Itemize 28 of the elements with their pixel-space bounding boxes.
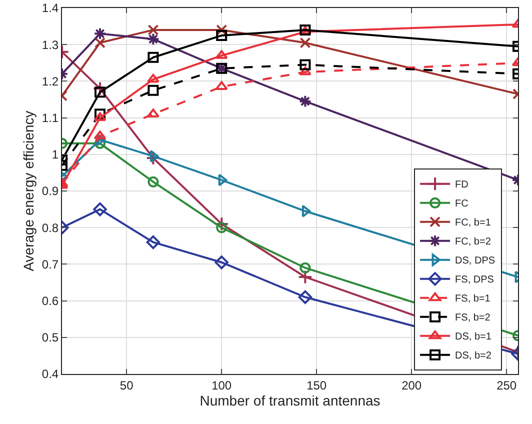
y-tick-label: 1.4 xyxy=(42,1,59,16)
legend-label: FD xyxy=(455,180,468,191)
legend-label: FS, DPS xyxy=(455,274,494,286)
legend-label: FC, b=1 xyxy=(455,218,492,229)
legend-label: FC xyxy=(455,198,468,210)
legend-label: DS, b=1 xyxy=(455,332,492,343)
y-tick-label: 1.3 xyxy=(42,38,59,52)
y-tick-label: 0.6 xyxy=(42,294,59,308)
y-tick-label: 1 xyxy=(52,148,59,162)
x-tick-label: 100 xyxy=(212,378,232,392)
y-tick-label: 0.8 xyxy=(42,220,59,235)
y-tick-label: 0.7 xyxy=(42,257,59,272)
y-axis-title: Average energy efficiency xyxy=(20,110,37,272)
legend-label: DS, b=2 xyxy=(455,350,492,362)
legend-label: DS, DPS xyxy=(455,256,496,267)
x-tick-label: 50 xyxy=(120,378,134,392)
x-tick-label: 200 xyxy=(402,378,422,392)
y-tick-label: 0.4 xyxy=(42,367,59,382)
legend-label: FS, b=2 xyxy=(455,312,491,324)
x-axis-title: Number of transmit antennas xyxy=(200,392,380,409)
legend-label: FC, b=2 xyxy=(455,236,492,248)
y-tick-label: 0.9 xyxy=(42,184,59,198)
y-tick-label: 1.1 xyxy=(42,111,59,125)
y-tick-label: 0.5 xyxy=(42,330,59,345)
x-tick-label: 150 xyxy=(306,378,327,392)
x-tick-label: 250 xyxy=(496,378,517,392)
legend-label: FS, b=1 xyxy=(455,294,491,305)
y-tick-label: 1.2 xyxy=(42,74,59,88)
